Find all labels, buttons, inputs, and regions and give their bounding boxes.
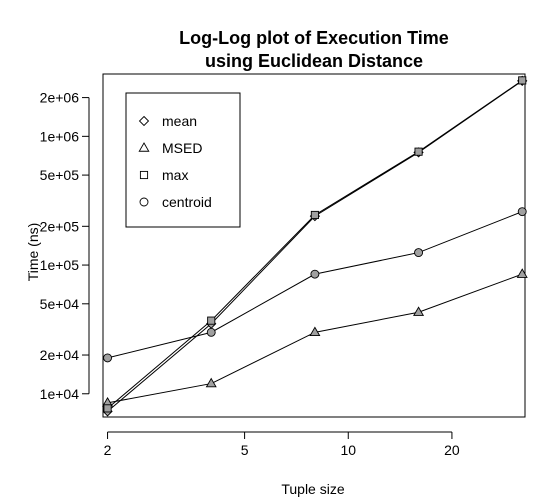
y-tick-label: 1e+05 xyxy=(40,257,80,273)
data-point-centroid xyxy=(414,248,424,258)
legend-marker-max xyxy=(139,170,149,180)
legend-label-max: max xyxy=(162,167,188,183)
legend-marker-centroid xyxy=(139,197,149,207)
legend-label-mean: mean xyxy=(162,113,197,129)
x-axis: 2 5 10 20 xyxy=(104,431,460,458)
y-axis-label: Time (ns) xyxy=(25,223,41,282)
x-tick-label: 2 xyxy=(104,442,112,458)
y-tick-label: 1e+04 xyxy=(40,386,80,402)
data-point-MSED xyxy=(413,306,425,316)
y-tick-label: 2e+04 xyxy=(40,347,80,363)
legend: mean MSED max centroid xyxy=(125,92,241,228)
data-point-MSED xyxy=(516,268,528,278)
data-point-centroid xyxy=(310,269,320,279)
chart-title-line-1: Log-Log plot of Execution Time xyxy=(179,28,449,48)
data-point-centroid xyxy=(517,207,527,217)
legend-entry-max: max xyxy=(139,167,188,183)
legend-entry-mean: mean xyxy=(138,113,197,129)
data-point-centroid xyxy=(206,327,216,337)
legend-label-centroid: centroid xyxy=(162,194,212,210)
legend-label-MSED: MSED xyxy=(162,140,202,156)
data-point-MSED xyxy=(205,377,217,388)
data-point-max xyxy=(414,147,423,156)
y-tick-label: 2e+06 xyxy=(40,90,80,106)
plot-frame xyxy=(102,73,526,418)
legend-entry-MSED: MSED xyxy=(138,140,202,156)
data-point-centroid xyxy=(103,353,113,363)
data-point-max xyxy=(310,210,319,220)
data-point-max xyxy=(518,76,527,85)
x-tick-label: 20 xyxy=(444,442,460,458)
series-layer xyxy=(102,75,528,417)
y-tick-label: 1e+06 xyxy=(40,128,80,144)
chart-title-line-2: using Euclidean Distance xyxy=(205,51,423,71)
data-point-max xyxy=(207,316,216,325)
y-tick-label: 2e+05 xyxy=(40,218,80,234)
x-tick-label: 10 xyxy=(340,442,356,458)
y-tick-label: 5e+05 xyxy=(40,167,80,183)
x-axis-label: Tuple size xyxy=(281,481,345,497)
data-point-MSED xyxy=(309,326,321,337)
y-axis: 1e+04 2e+04 5e+04 1e+05 2e+05 5e+05 1e+06 2e+06 xyxy=(40,90,90,402)
legend-marker-MSED xyxy=(138,142,150,152)
y-tick-label: 5e+04 xyxy=(40,296,80,312)
data-point-max xyxy=(103,404,112,413)
legend-marker-mean xyxy=(138,115,150,127)
legend-entry-centroid: centroid xyxy=(139,194,212,210)
x-tick-label: 5 xyxy=(241,442,249,458)
